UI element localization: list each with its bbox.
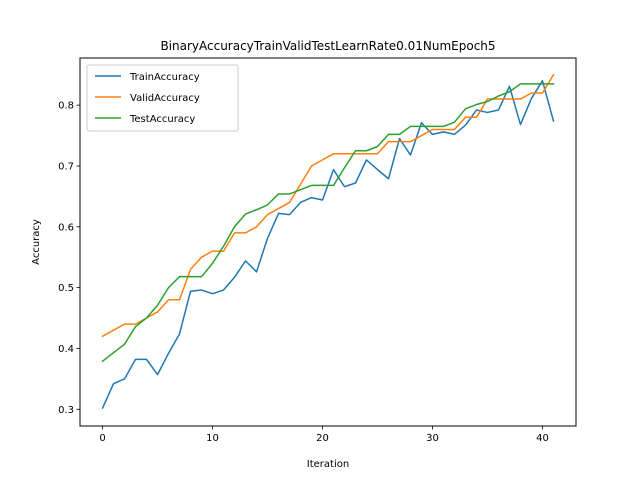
y-axis: 0.3 0.4 0.5 0.6 0.7 0.8 xyxy=(58,101,80,416)
legend-box xyxy=(86,64,239,132)
y-tick-label: 0.6 xyxy=(58,222,74,233)
x-tick-label: 0 xyxy=(99,433,105,444)
x-tick-label: 20 xyxy=(316,433,329,444)
x-axis-label: Iteration xyxy=(307,459,349,470)
plot-frame xyxy=(79,57,577,427)
x-axis: 0 10 20 30 40 xyxy=(99,426,549,444)
y-tick-label: 0.7 xyxy=(58,161,74,172)
y-axis-label: Accuracy xyxy=(31,219,42,265)
plot-lines xyxy=(101,73,555,410)
y-tick-label: 0.8 xyxy=(58,101,74,112)
y-tick-label: 0.5 xyxy=(58,283,74,294)
x-tick-label: 30 xyxy=(426,433,439,444)
chart-title: BinaryAccuracyTrainValidTestLearnRate0.0… xyxy=(160,39,495,53)
legend-label: ValidAccuracy xyxy=(130,93,200,104)
legend: TrainAccuracy ValidAccuracy TestAccuracy xyxy=(86,64,239,132)
legend-label: TestAccuracy xyxy=(129,114,195,125)
y-tick-label: 0.3 xyxy=(58,405,74,416)
legend-label: TrainAccuracy xyxy=(129,72,200,83)
x-tick-label: 40 xyxy=(536,433,549,444)
series-line-TestAccuracy xyxy=(101,83,555,363)
series-line-ValidAccuracy xyxy=(101,73,555,338)
x-tick-label: 10 xyxy=(206,433,219,444)
y-tick-label: 0.4 xyxy=(58,344,74,355)
